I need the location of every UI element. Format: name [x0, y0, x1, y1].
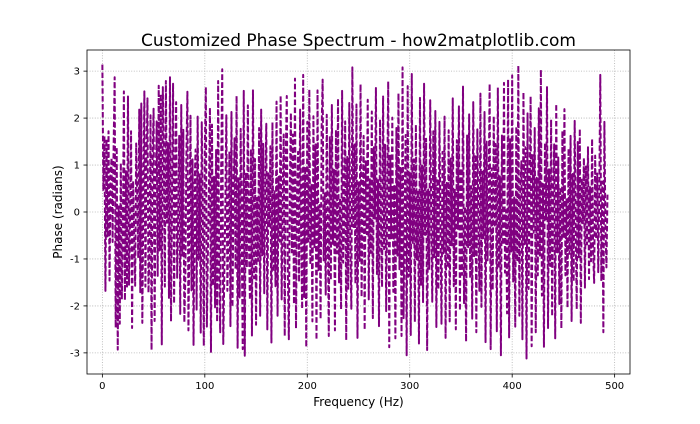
phase-series-line: [101, 64, 609, 360]
y-axis-label: Phase (radians): [51, 165, 65, 258]
series-layer: [101, 64, 609, 360]
y-tick-label: 3: [74, 67, 80, 78]
y-tick-label: -3: [70, 348, 80, 359]
x-tick-label: 400: [503, 381, 522, 392]
y-tick-label: 2: [74, 114, 80, 125]
y-tick-label: -2: [70, 301, 80, 312]
x-tick-label: 500: [605, 381, 624, 392]
x-tick-label: 0: [99, 381, 105, 392]
y-tick-label: 1: [74, 161, 80, 172]
x-tick-label: 200: [298, 381, 317, 392]
y-axis-ticks: -3 -2 -1 0 1 2 3: [70, 67, 87, 359]
x-tick-label: 300: [400, 381, 419, 392]
y-tick-label: -1: [70, 254, 80, 265]
x-axis-ticks: 0 100 200 300 400 500: [99, 374, 624, 392]
x-axis-label: Frequency (Hz): [313, 395, 404, 409]
x-tick-label: 100: [195, 381, 214, 392]
chart-title: Customized Phase Spectrum - how2matplotl…: [141, 31, 576, 51]
y-tick-label: 0: [74, 208, 80, 219]
